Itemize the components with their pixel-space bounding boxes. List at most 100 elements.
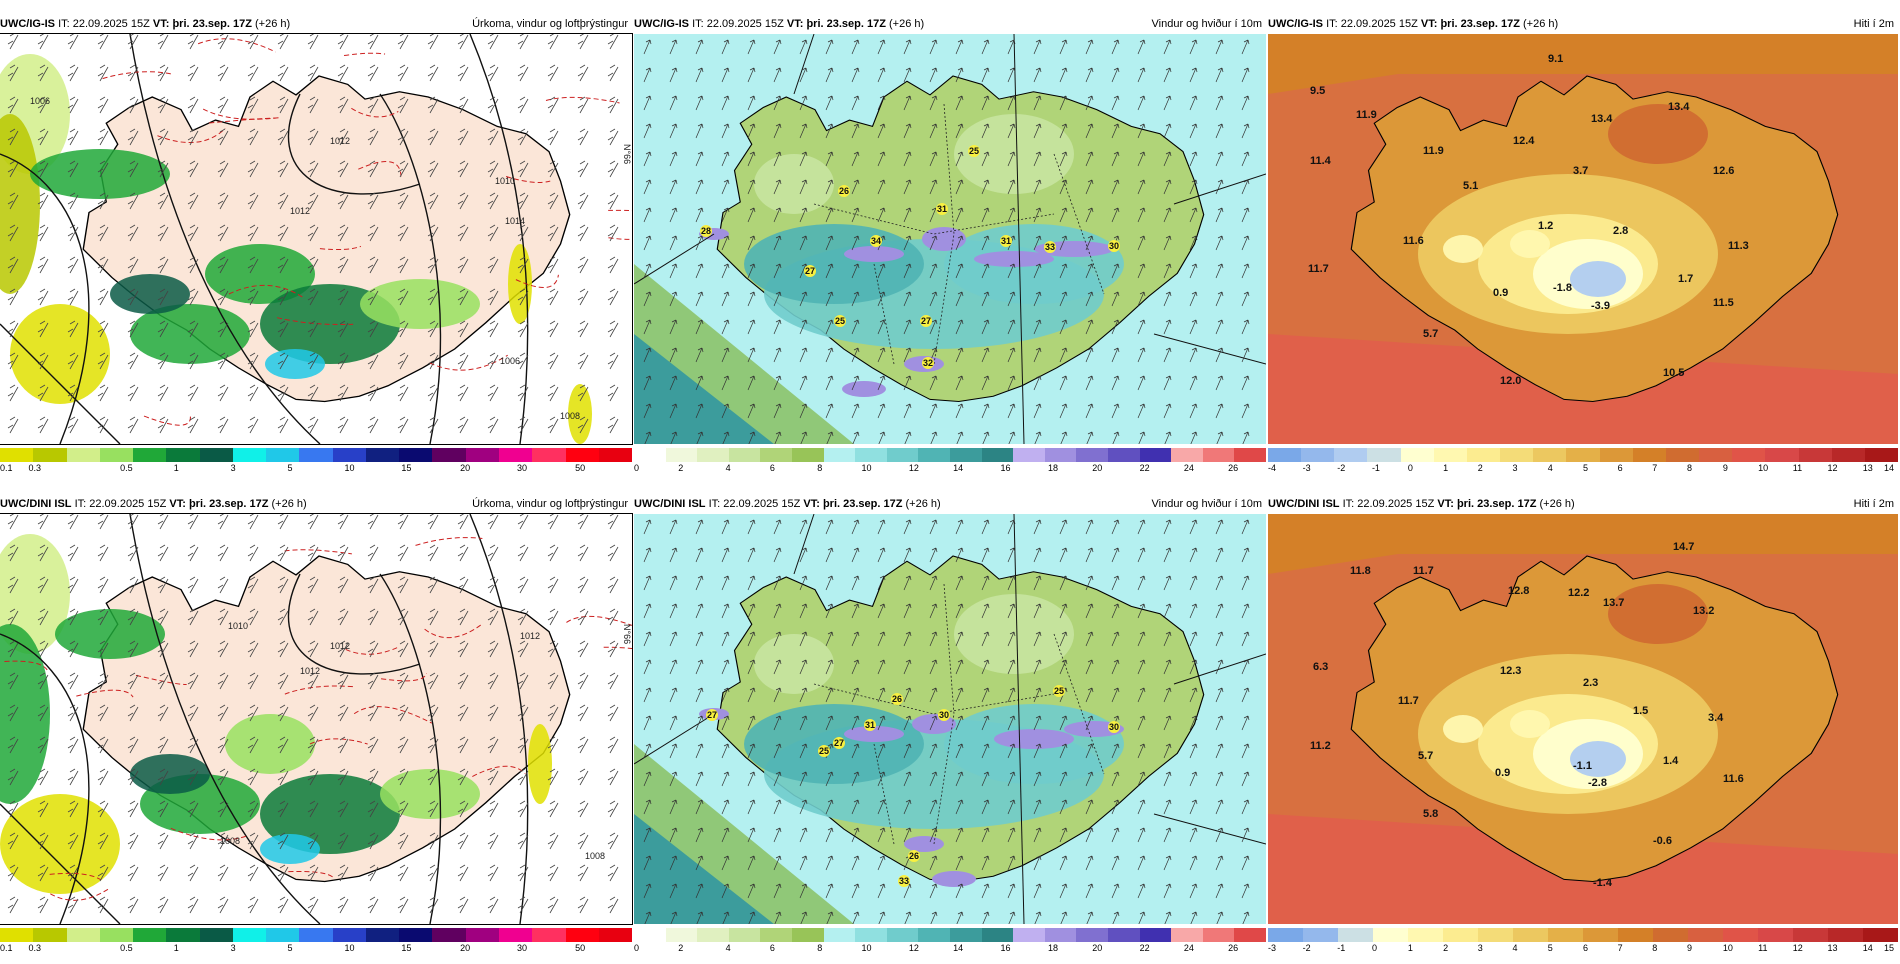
- wind-arrow: [747, 519, 756, 535]
- wind-arrow: [1007, 123, 1016, 139]
- wind-arrow: [747, 659, 756, 675]
- wind-arrow: [747, 403, 756, 419]
- wind-arrow: [1241, 855, 1250, 871]
- wind-arrow: [825, 771, 834, 787]
- wind-arrow: [773, 519, 782, 535]
- wind-arrow: [748, 911, 756, 924]
- temp-svg: 11.8 11.714.712.8 12.213.713.26.3 12.32.311…: [1268, 514, 1898, 924]
- colorbar-swatch: [99, 448, 134, 462]
- temperature-label: 9.5: [1310, 85, 1325, 97]
- wind-arrow: [721, 207, 730, 223]
- panel-header: UWC/DINI ISL IT: 22.09.2025 15Z VT: þri.…: [0, 494, 632, 514]
- isobar-label: 1012: [330, 641, 350, 651]
- colorbar-swatch: [949, 928, 982, 942]
- wind-barb: [547, 192, 559, 210]
- wind-arrow: [1163, 631, 1172, 647]
- wind-arrow: [1137, 771, 1146, 787]
- colorbar-tick-label: 2: [1443, 943, 1449, 953]
- wind-arrow: [1008, 431, 1016, 444]
- gust-label: 27: [834, 738, 844, 748]
- isobar: [0, 153, 90, 444]
- wind-arrow: [1007, 743, 1016, 759]
- region-border: [873, 263, 895, 365]
- colorbar-swatch: [365, 448, 400, 462]
- wind-arrow: [774, 431, 782, 444]
- wind-barb: [547, 352, 559, 370]
- wind-barb: [367, 704, 379, 722]
- wind-barb: [517, 192, 529, 210]
- colorbar-swatch: [1566, 448, 1600, 462]
- wind-barb: [487, 704, 499, 722]
- wind-arrow: [669, 799, 678, 815]
- wind-arrow: [695, 319, 704, 335]
- wind-arrow: [1007, 347, 1016, 363]
- gust-label: 30: [939, 710, 949, 720]
- wind-barb: [127, 320, 139, 338]
- wind-arrow: [1033, 179, 1042, 195]
- wind-arrow: [1085, 603, 1094, 619]
- isobar-label: 1012: [300, 666, 320, 676]
- wind-arrow: [929, 151, 938, 167]
- wind-barb: [187, 320, 199, 338]
- wind-barb: [547, 736, 559, 754]
- wind-arrow: [800, 911, 808, 924]
- colorbar-swatch: [133, 928, 167, 942]
- wind-arrow: [799, 827, 808, 843]
- wind-arrow: [799, 39, 808, 55]
- colorbar-tick-label: 4: [725, 463, 731, 473]
- wind-arrow: [773, 123, 782, 139]
- wind-barb: [427, 864, 439, 882]
- wind-arrow: [903, 659, 912, 675]
- colorbar-tick-label: 14: [953, 463, 964, 473]
- colorbar-tick-label: 4: [1547, 463, 1553, 473]
- colorbar-swatch: [1301, 448, 1335, 462]
- wind-barb: [427, 352, 439, 370]
- temperature-label: 5.7: [1418, 750, 1433, 762]
- colorbar-swatch: [1338, 928, 1373, 942]
- wind-arrow: [1215, 743, 1224, 759]
- colorbar-tick-label: 3: [230, 463, 236, 473]
- wind-barb: [97, 832, 109, 850]
- wind-arrow: [1085, 123, 1094, 139]
- wind-arrow: [929, 123, 938, 139]
- model-name: UWC/DINI ISL: [0, 498, 72, 510]
- wind-barb: [307, 160, 319, 178]
- wind-arrow: [800, 431, 808, 444]
- wind-barb: [7, 544, 19, 562]
- wind-barb: [607, 224, 619, 242]
- wind-arrow: [643, 123, 652, 139]
- wind-arrow: [643, 207, 652, 223]
- wind-arrow: [1163, 151, 1172, 167]
- wind-arrow: [721, 715, 730, 731]
- wind-arrow: [1085, 263, 1094, 279]
- wind-arrow: [955, 855, 964, 871]
- wind-barb: [127, 224, 139, 242]
- colorbar-swatch: [886, 928, 919, 942]
- wind-barb: [217, 192, 229, 210]
- colorbar-tick-label: -3: [1302, 463, 1311, 473]
- precip-area: [568, 384, 592, 444]
- wind-arrow: [1059, 715, 1068, 731]
- wind-arrow: [643, 799, 652, 815]
- wind-barb: [127, 672, 139, 690]
- wind-arrow: [903, 799, 912, 815]
- wind-arrow: [721, 95, 730, 111]
- wind-arrow: [773, 855, 782, 871]
- wind-barb: [577, 576, 589, 594]
- isobar-label: 1008: [585, 851, 605, 861]
- wind-arrow: [1033, 67, 1042, 83]
- wind-barb: [397, 864, 409, 882]
- wind-arrow: [1085, 95, 1094, 111]
- wind-barb: [67, 640, 79, 658]
- wind-barb: [7, 128, 19, 146]
- wind-arrow: [1241, 207, 1250, 223]
- colorbar-tick-label: 3: [1477, 943, 1483, 953]
- wind-barb: [337, 864, 349, 882]
- wind-barb: [397, 64, 409, 82]
- wind-barb: [187, 544, 199, 562]
- wind-arrow: [903, 631, 912, 647]
- wind-arrow: [903, 319, 912, 335]
- wind-arrow: [1059, 123, 1068, 139]
- wind-arrow: [1241, 631, 1250, 647]
- temperature-label: 12.3: [1500, 665, 1521, 677]
